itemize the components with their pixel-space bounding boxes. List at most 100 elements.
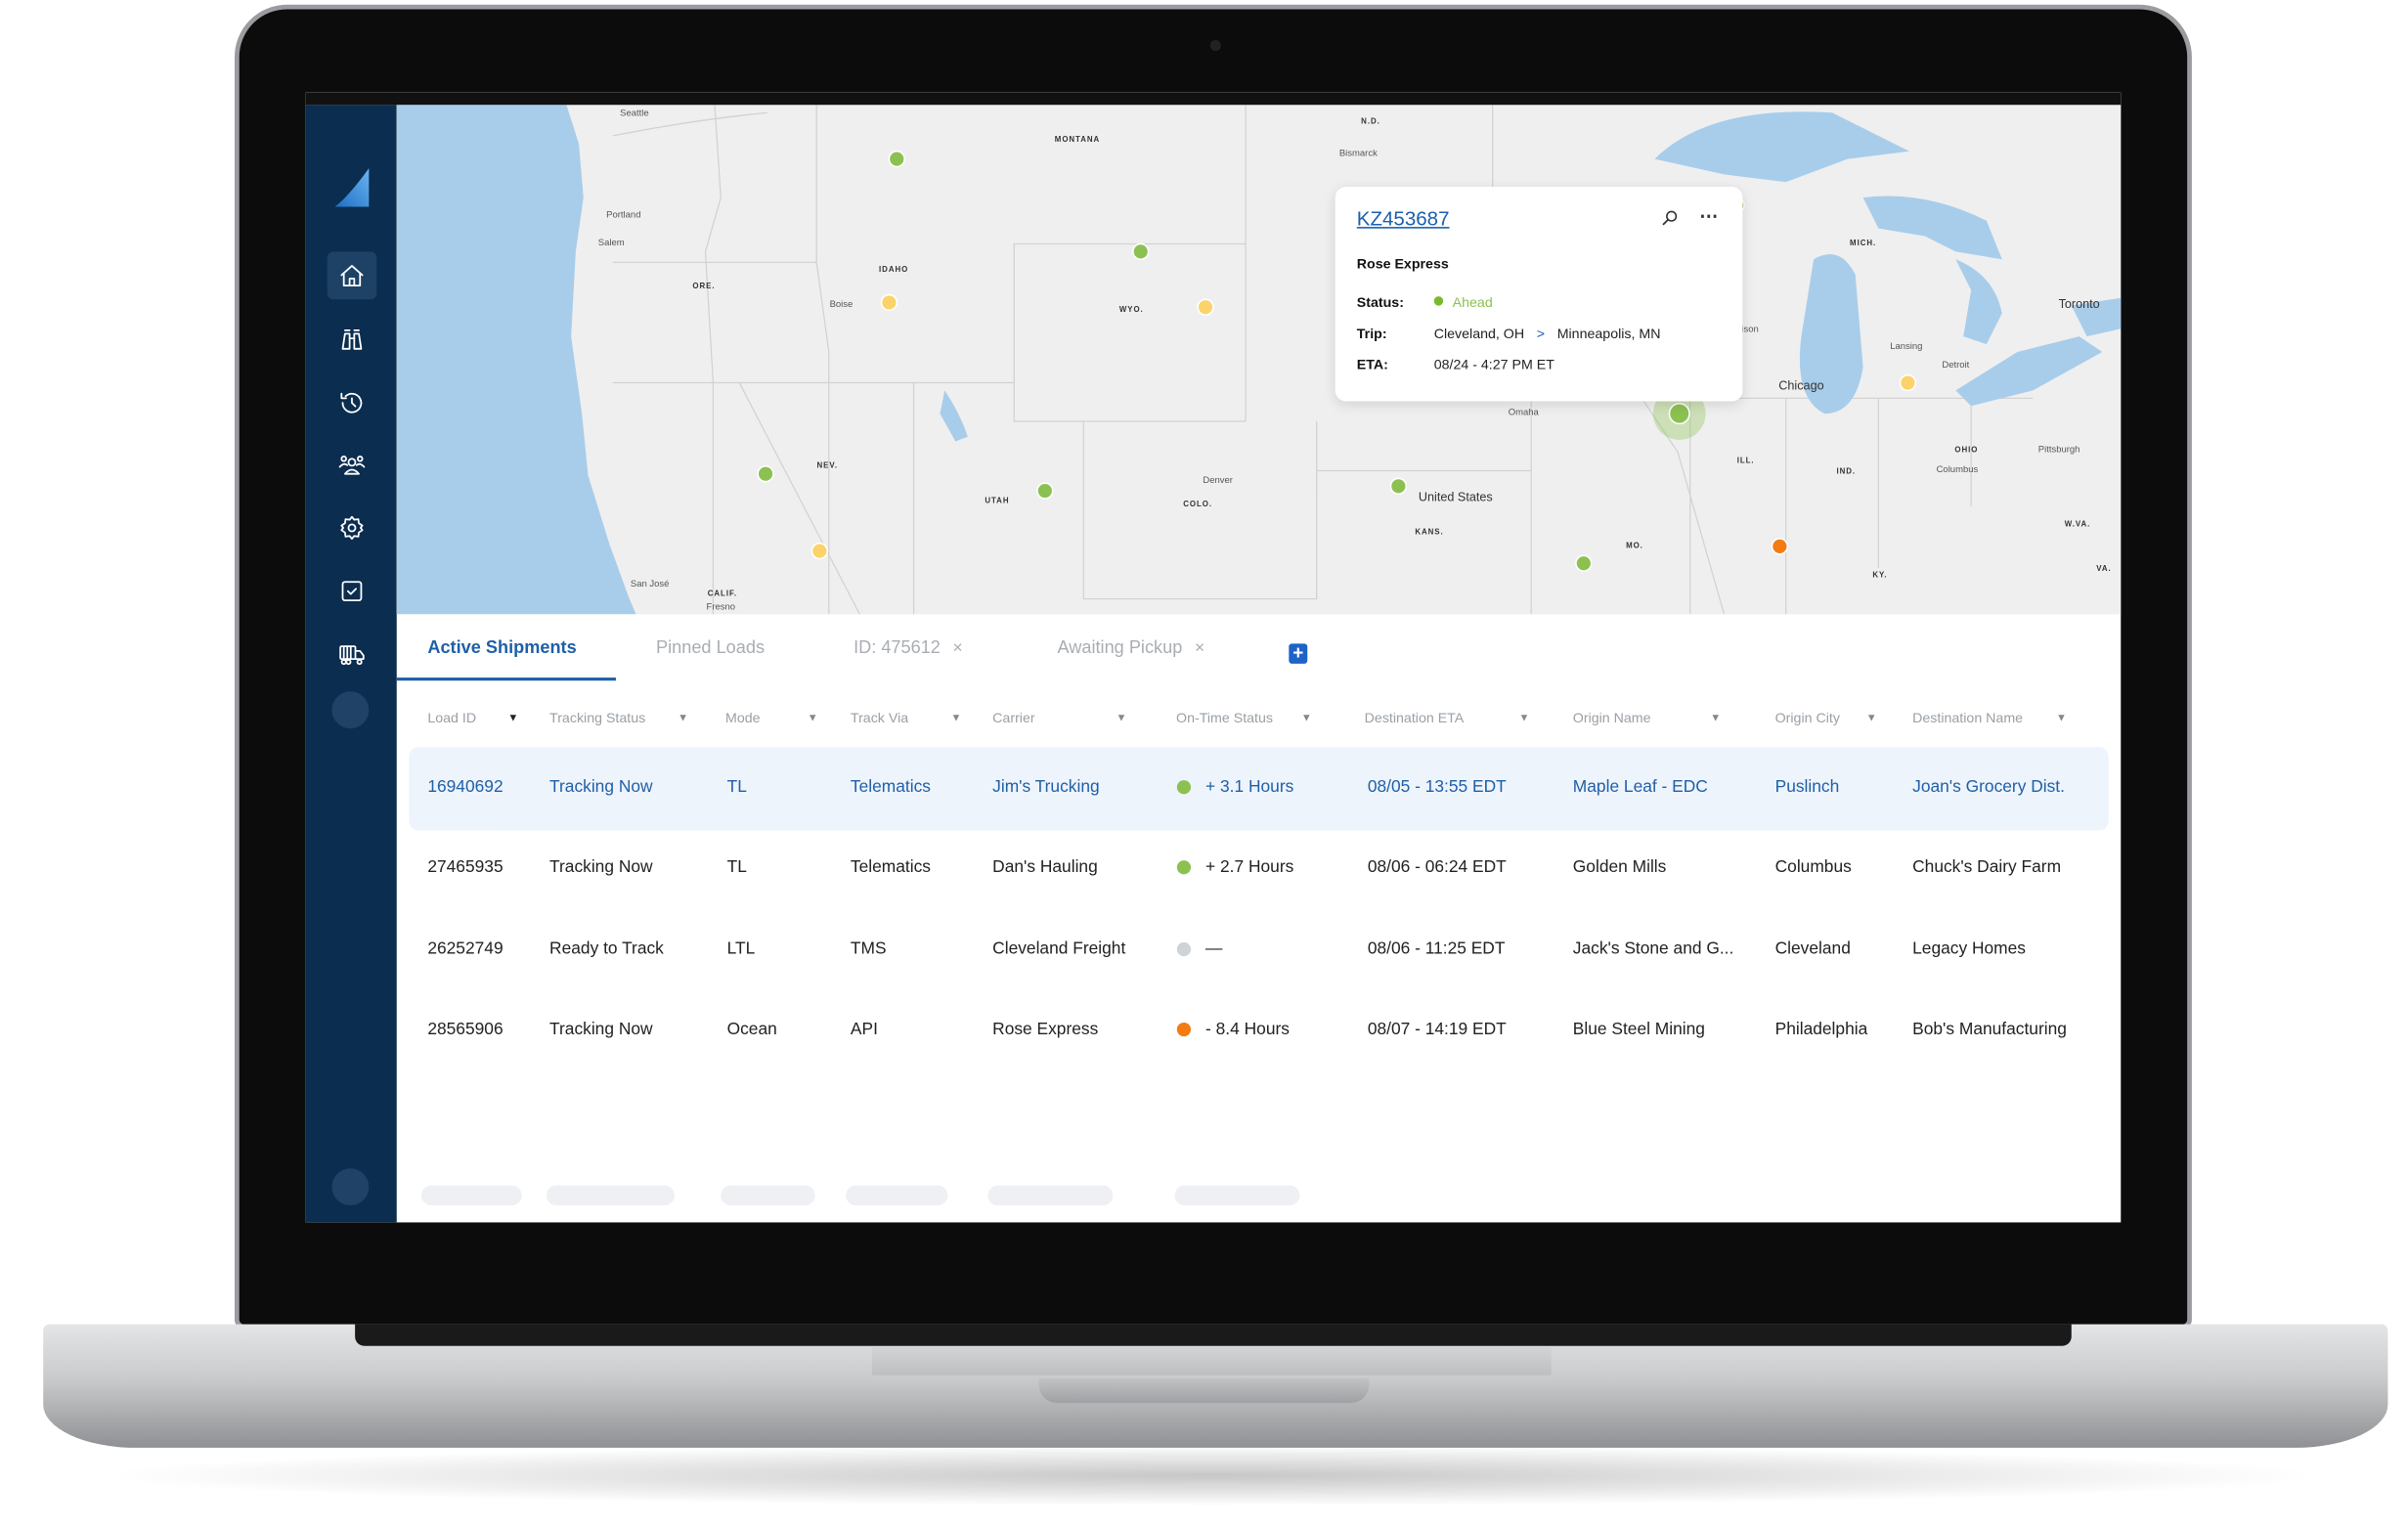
map-label: MO. <box>1626 542 1643 551</box>
popup-carrier: Rose Express <box>1356 256 1449 272</box>
water <box>396 105 2122 615</box>
table-cell-mode: TL <box>726 777 747 797</box>
table-cell-origin-name: Golden Mills <box>1572 857 1667 877</box>
table-cell-carrier: Cleveland Freight <box>992 939 1126 959</box>
nav-placeholder[interactable] <box>331 691 370 729</box>
nav-fleet[interactable] <box>328 630 377 677</box>
sort-dropdown-icon[interactable]: ▼ <box>1865 713 1877 724</box>
table-cell-destination-eta: 08/07 - 14:19 EDT <box>1367 1020 1507 1039</box>
popup-eta-value: 08/24 - 4:27 PM ET <box>1433 356 1554 372</box>
column-header[interactable]: Origin City <box>1774 710 1840 726</box>
close-tab-icon[interactable]: × <box>952 638 963 658</box>
on-time-status-dot-icon <box>1176 941 1192 957</box>
map-marker-late[interactable] <box>1771 538 1789 555</box>
table-cell-destination-eta: 08/06 - 11:25 EDT <box>1367 939 1506 959</box>
close-tab-icon[interactable]: × <box>1194 638 1205 658</box>
map-marker-warning[interactable] <box>1197 298 1214 316</box>
table-cell-destination-name: Chuck's Dairy Farm <box>1912 857 2062 877</box>
popup-trip-value: Cleveland, OH > Minneapolis, MN <box>1434 326 1661 341</box>
users-icon <box>338 455 366 474</box>
map-marker-ahead[interactable] <box>1575 554 1593 572</box>
sort-dropdown-icon[interactable]: ▼ <box>950 713 962 724</box>
nav-settings[interactable] <box>328 503 377 551</box>
table-cell-on-time-status: + 3.1 Hours <box>1205 777 1294 797</box>
sidebar <box>305 105 397 1223</box>
column-header[interactable]: Origin Name <box>1572 710 1651 726</box>
map-label: VA. <box>2096 564 2112 575</box>
popup-load-id-link[interactable]: KZ453687 <box>1356 206 1450 231</box>
map-label: Toronto <box>2058 296 2100 312</box>
map-label: Columbus <box>1936 465 1979 476</box>
table-cell-load-id[interactable]: 27465935 <box>427 857 503 877</box>
add-tab-button[interactable]: + <box>1289 643 1308 664</box>
nav-home[interactable] <box>327 251 377 300</box>
active-tab-indicator <box>396 677 616 681</box>
table-cell-mode: LTL <box>726 939 756 959</box>
tab-id-475612[interactable]: ID: 475612 × <box>854 639 963 658</box>
map-label: NEV. <box>816 461 838 471</box>
column-header[interactable]: Tracking Status <box>549 710 646 726</box>
table-cell-track-via: TMS <box>850 939 887 959</box>
table-cell-load-id[interactable]: 26252749 <box>427 939 503 959</box>
table-cell-origin-name: Jack's Stone and G... <box>1572 939 1734 959</box>
map-marker-warning[interactable] <box>880 293 898 312</box>
status-dot-icon <box>1433 296 1444 306</box>
sort-dropdown-icon[interactable]: ▼ <box>1518 713 1530 724</box>
search-icon[interactable] <box>1661 210 1678 227</box>
popup-status-label: Status: <box>1356 294 1404 311</box>
table-cell-track-via: Telematics <box>850 777 931 797</box>
sort-dropdown-icon[interactable]: ▼ <box>678 713 689 724</box>
sort-dropdown-icon[interactable]: ▼ <box>1116 713 1127 724</box>
nav-tasks[interactable] <box>328 566 377 614</box>
map-marker-ahead[interactable] <box>1036 482 1054 500</box>
map-label: Fresno <box>706 603 736 613</box>
map-marker-ahead[interactable] <box>757 465 774 483</box>
column-header[interactable]: Destination ETA <box>1364 710 1465 726</box>
table-cell-carrier: Dan's Hauling <box>992 857 1098 877</box>
map-label: KY. <box>1872 571 1888 581</box>
column-header[interactable]: Load ID <box>427 710 477 726</box>
user-avatar[interactable] <box>331 1168 370 1206</box>
map-label: Boise <box>829 300 854 311</box>
nav-explore[interactable] <box>328 315 377 363</box>
tab-label: Awaiting Pickup <box>1057 638 1183 658</box>
tab-pinned-loads[interactable]: Pinned Loads <box>656 639 765 658</box>
map-marker-warning[interactable] <box>810 542 829 560</box>
column-header[interactable]: On-Time Status <box>1176 710 1274 726</box>
map-label: N.D. <box>1361 116 1380 127</box>
popup-eta-label: ETA: <box>1356 356 1388 372</box>
column-header[interactable]: Carrier <box>992 710 1035 726</box>
column-header[interactable]: Destination Name <box>1912 710 2024 726</box>
tab-active-shipments[interactable]: Active Shipments <box>427 639 576 658</box>
nav-users[interactable] <box>328 440 377 488</box>
map-marker-ahead[interactable] <box>1668 403 1690 425</box>
sort-dropdown-icon[interactable]: ▼ <box>1710 713 1722 724</box>
shipment-popup: KZ453687 ⋯ Rose Express Status: Ahead Tr… <box>1335 187 1743 402</box>
sort-dropdown-icon[interactable]: ▼ <box>2055 713 2067 724</box>
map-label: IDAHO <box>879 265 909 276</box>
map-marker-ahead[interactable] <box>1132 242 1150 261</box>
nav-history[interactable] <box>328 378 377 426</box>
sort-dropdown-icon[interactable]: ▼ <box>1300 713 1312 724</box>
map-label: Portland <box>606 211 641 221</box>
tab-awaiting-pickup[interactable]: Awaiting Pickup × <box>1057 639 1204 658</box>
table-cell-tracking-status: Ready to Track <box>549 939 664 959</box>
map-label: Denver <box>1203 476 1233 487</box>
keyboard-edge <box>355 1324 2072 1346</box>
column-header[interactable]: Mode <box>725 710 761 726</box>
sort-dropdown-icon[interactable]: ▼ <box>507 713 519 724</box>
more-options-icon[interactable]: ⋯ <box>1699 204 1719 228</box>
map-marker-ahead[interactable] <box>1389 477 1408 496</box>
map-label: Bismarck <box>1338 150 1378 159</box>
table-cell-destination-name: Bob's Manufacturing <box>1912 1020 2067 1039</box>
table-cell-destination-name: Joan's Grocery Dist. <box>1912 777 2065 797</box>
table-cell-load-id[interactable]: 16940692 <box>427 777 503 797</box>
table-cell-load-id[interactable]: 28565906 <box>427 1020 503 1039</box>
map-label: IND. <box>1836 467 1857 477</box>
map-marker-warning[interactable] <box>1899 373 1917 392</box>
column-header[interactable]: Track Via <box>850 710 909 726</box>
map-marker-ahead[interactable] <box>888 150 905 168</box>
shipment-map[interactable]: Seattle MONTANA N.D. Bismarck Portland Salem O… <box>396 105 2122 615</box>
sort-dropdown-icon[interactable]: ▼ <box>807 713 818 724</box>
checkbox-icon <box>341 580 363 601</box>
